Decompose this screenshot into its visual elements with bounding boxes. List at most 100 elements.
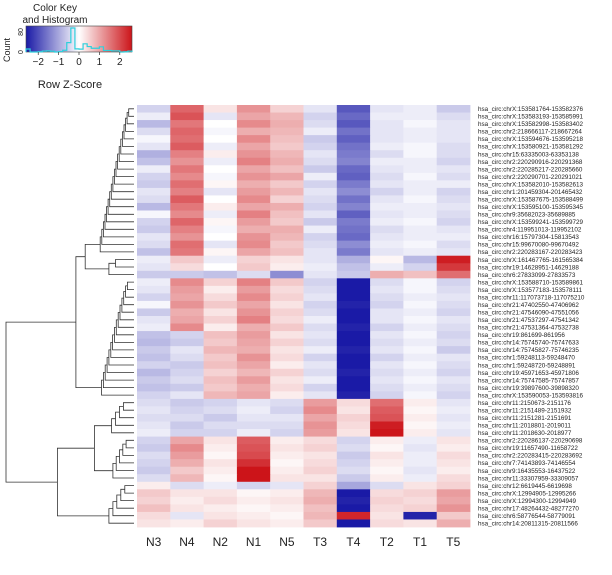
heatmap-cell (436, 383, 471, 392)
heatmap-cell (137, 338, 171, 347)
heatmap-cell (303, 413, 338, 422)
heatmap-cell (336, 459, 371, 468)
heatmap-cell (403, 135, 438, 144)
heatmap-cell (137, 300, 171, 309)
heatmap-cell (270, 112, 304, 121)
heatmap-cell (270, 391, 304, 400)
heatmap-cell (403, 150, 438, 159)
heatmap-cell (203, 233, 238, 242)
heatmap-cell (303, 293, 338, 302)
heatmap-cell (403, 398, 438, 407)
heatmap-cell (403, 519, 438, 528)
row-label: hsa_circ:chrX:161467765-161565384 (478, 257, 584, 264)
heatmap-cell (170, 127, 204, 136)
heatmap-cell (303, 331, 338, 340)
heatmap-cell (203, 180, 238, 189)
heatmap-cell (236, 459, 271, 468)
heatmap-cell (370, 383, 404, 392)
heatmap-cell (203, 202, 238, 211)
heatmap-cell (336, 391, 371, 400)
heatmap-cell (370, 150, 404, 159)
heatmap-cell (270, 142, 304, 151)
heatmap-cell (403, 511, 438, 520)
heatmap-cell (436, 127, 471, 136)
heatmap-cell (137, 496, 171, 505)
heatmap-cell (170, 225, 204, 234)
heatmap-cell (270, 135, 304, 144)
heatmap-cell (436, 368, 471, 377)
heatmap-cell (336, 323, 371, 332)
heatmap-cell (403, 466, 438, 475)
heatmap-cell (270, 346, 304, 355)
heatmap-cell (303, 353, 338, 362)
heatmap-cell (403, 180, 438, 189)
heatmap-cell (170, 376, 204, 385)
heatmap-cell (403, 225, 438, 234)
heatmap-cell (270, 504, 304, 513)
row-label: hsa_circ:chr7:74143893-74146554 (478, 460, 576, 467)
heatmap-cell (270, 323, 304, 332)
heatmap-cell (203, 135, 238, 144)
heatmap-cell (236, 300, 271, 309)
heatmap-cell (303, 308, 338, 317)
row-label: hsa_circ:chr11:2018801-2019011 (478, 423, 571, 430)
heatmap-cell (436, 466, 471, 475)
heatmap-cell (336, 504, 371, 513)
heatmap-cell (170, 361, 204, 370)
heatmap-cell (270, 511, 304, 520)
heatmap-cell (436, 489, 471, 498)
heatmap-cell (170, 120, 204, 129)
row-label: hsa_circ:chrX:153582998-153583402 (478, 121, 584, 128)
heatmap-cell (170, 398, 204, 407)
heatmap-cell (236, 218, 271, 226)
heatmap-cell (303, 429, 338, 437)
heatmap-cell (170, 323, 204, 332)
heatmap-cell (303, 105, 338, 113)
heatmap-cell (170, 519, 204, 528)
heatmap-cell (370, 459, 404, 468)
heatmap-cell (270, 225, 304, 234)
column-label: N3 (146, 535, 162, 549)
heatmap-cell (303, 165, 338, 174)
heatmap-cell (236, 519, 271, 528)
row-label: hsa_circ:chr21:47531364-47532738 (478, 325, 579, 332)
heatmap-cell (336, 300, 371, 309)
heatmap-cell (203, 142, 238, 151)
heatmap-cell (403, 120, 438, 129)
heatmap-cell (370, 202, 404, 211)
heatmap-cell (336, 135, 371, 144)
heatmap-cell (436, 285, 471, 294)
heatmap-cell (203, 398, 238, 407)
heatmap-cell (270, 180, 304, 189)
row-label: hsa_circ:chrX:153588710-153589861 (478, 279, 584, 286)
heatmap-cell (270, 255, 304, 264)
heatmap-cell (203, 248, 238, 257)
heatmap-cell (236, 489, 271, 498)
heatmap-cell (403, 285, 438, 294)
heatmap-cell (403, 142, 438, 151)
row-label: hsa_circ:chr1:59248720-59248891 (478, 362, 576, 369)
heatmap-cell (336, 466, 371, 475)
heatmap-cell (137, 398, 171, 407)
heatmap-cell (303, 202, 338, 211)
heatmap-cell (403, 202, 438, 211)
heatmap-cell (236, 270, 271, 279)
heatmap-cell (303, 300, 338, 309)
row-label: hsa_circ:chr21:47537297-47541342 (478, 317, 579, 324)
heatmap-cell (336, 338, 371, 347)
heatmap-cell (370, 368, 404, 377)
heatmap-cell (370, 489, 404, 498)
row-label: hsa_circ:chr2:220283415-220283692 (478, 453, 583, 460)
heatmap-cell (336, 429, 371, 437)
heatmap-cell (336, 210, 371, 219)
heatmap-cell (137, 195, 171, 204)
heatmap-cell (236, 225, 271, 234)
heatmap-cell (137, 202, 171, 211)
heatmap-cell (403, 376, 438, 385)
heatmap-cell (403, 361, 438, 370)
row-label: hsa_circ:chr2:220285217-220285660 (478, 166, 583, 173)
heatmap-cell (303, 436, 338, 445)
row-label: hsa_circ:chrX:153583193-153585991 (478, 114, 584, 121)
heatmap-cell (270, 263, 304, 272)
heatmap-cell (137, 172, 171, 181)
